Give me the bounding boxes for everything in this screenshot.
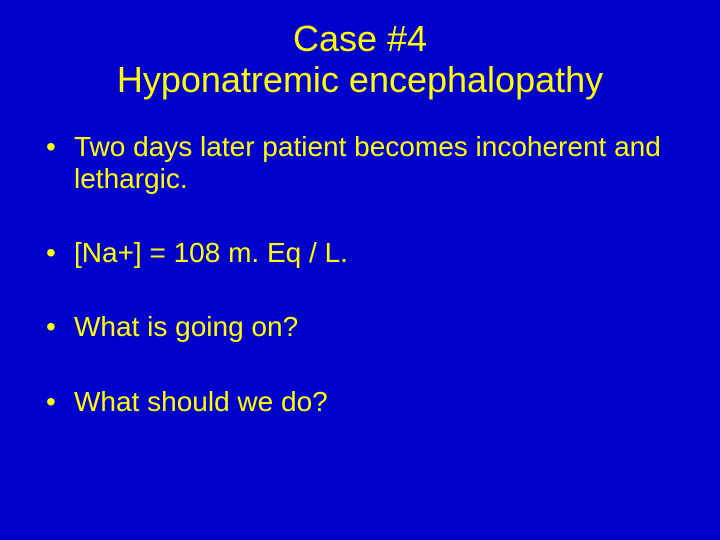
title-line-1: Case #4: [0, 18, 720, 59]
bullet-item: What is going on?: [40, 311, 680, 343]
slide-body: Two days later patient becomes incoheren…: [0, 101, 720, 418]
bullet-item: What should we do?: [40, 386, 680, 418]
bullet-item: Two days later patient becomes incoheren…: [40, 131, 680, 195]
slide-title: Case #4 Hyponatremic encephalopathy: [0, 0, 720, 101]
bullet-list: Two days later patient becomes incoheren…: [40, 131, 680, 418]
title-line-2: Hyponatremic encephalopathy: [0, 59, 720, 100]
bullet-item: [Na+] = 108 m. Eq / L.: [40, 237, 680, 269]
slide: Case #4 Hyponatremic encephalopathy Two …: [0, 0, 720, 540]
